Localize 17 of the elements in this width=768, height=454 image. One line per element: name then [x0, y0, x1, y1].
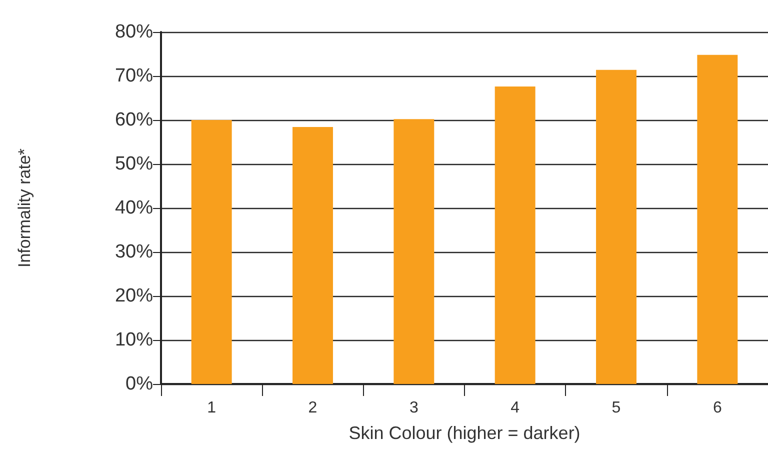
x-axis-title: Skin Colour (higher = darker)	[348, 423, 580, 443]
y-tick-label: 40%	[114, 198, 154, 218]
y-tick-label: 80%	[114, 22, 154, 42]
x-tick-label: 4	[510, 400, 520, 416]
x-tick-label: 5	[612, 400, 621, 416]
x-tick-label: 6	[712, 400, 722, 416]
y-tick-label: 50%	[114, 154, 154, 174]
y-tick-label: 70%	[114, 66, 154, 86]
y-tick-label: 0%	[126, 374, 154, 394]
y-tick-label: 20%	[114, 286, 154, 306]
y-axis-title: Informality rate*	[15, 148, 34, 268]
x-tick-label: 2	[308, 400, 318, 416]
y-tick-label: 10%	[114, 330, 154, 350]
x-tick-label: 1	[207, 400, 216, 416]
y-tick-label: 60%	[114, 110, 154, 130]
y-tick-label: 30%	[114, 242, 154, 262]
x-tick-label: 3	[409, 400, 418, 416]
